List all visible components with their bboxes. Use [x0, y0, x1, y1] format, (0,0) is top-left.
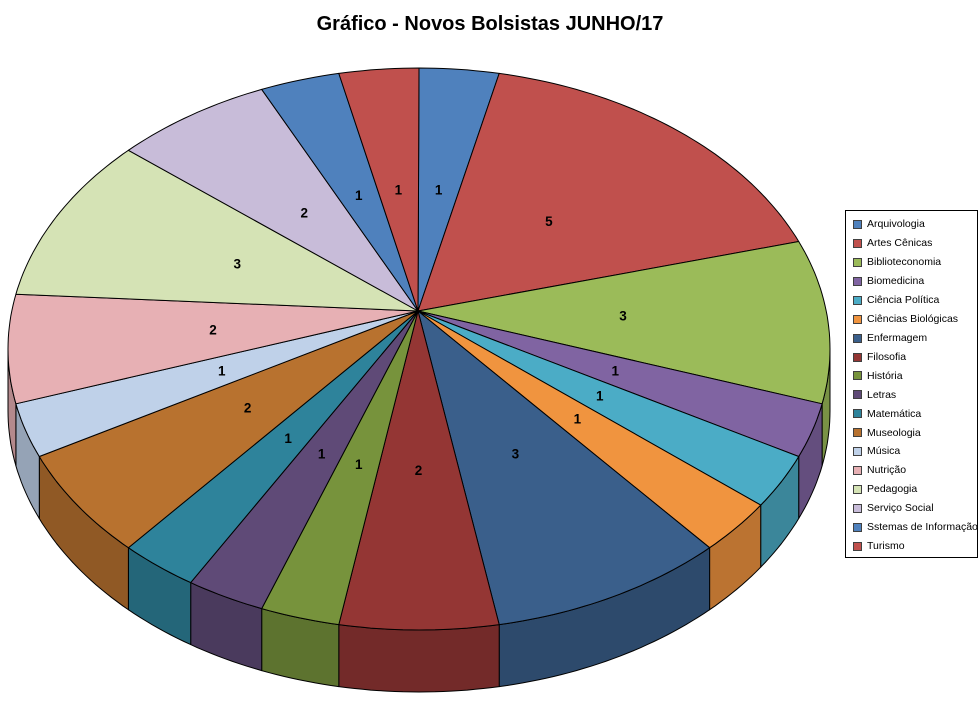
legend-label: Matemática	[867, 407, 922, 420]
legend-swatch-icon	[853, 276, 862, 286]
legend-item-nutricao[interactable]: Nutrição	[846, 461, 977, 480]
legend-label: Biomedicina	[867, 275, 925, 288]
pie-slice-side-filosofia	[338, 624, 500, 693]
legend-item-servico-social[interactable]: Serviço Social	[846, 499, 977, 518]
legend-swatch-icon	[853, 371, 862, 381]
pie-slice-pedagogia[interactable]	[15, 149, 419, 312]
pie-slice-nutricao[interactable]	[7, 293, 419, 405]
slice-value-label-servico-social: 2	[301, 206, 309, 221]
legend-swatch-icon	[853, 485, 862, 495]
legend-item-biblioteconomia[interactable]: Biblioteconomia	[846, 253, 977, 272]
legend-label: Artes Cênicas	[867, 237, 933, 250]
legend-swatch-icon	[853, 409, 862, 419]
legend-swatch-icon	[853, 295, 862, 305]
legend-label: Ciências Biológicas	[867, 312, 959, 325]
slice-value-label-pedagogia: 3	[234, 256, 242, 271]
slice-value-label-ciencia-politica: 1	[596, 389, 604, 404]
pie-slice-turismo[interactable]	[338, 67, 420, 312]
legend-item-biomedicina[interactable]: Biomedicina	[846, 272, 977, 291]
pie-slice-filosofia[interactable]	[338, 310, 500, 631]
pie-slice-biomedicina[interactable]	[417, 310, 823, 457]
legend-swatch-icon	[853, 314, 862, 324]
slice-value-label-letras: 1	[318, 446, 326, 461]
legend-label: Música	[867, 445, 901, 458]
legend-item-museologia[interactable]: Museologia	[846, 423, 977, 442]
legend-item-matematica[interactable]: Matemática	[846, 404, 977, 423]
pie-slice-museologia[interactable]	[38, 310, 419, 549]
slice-value-label-arquivologia: 1	[435, 183, 443, 198]
slice-value-label-enfermagem: 3	[512, 446, 520, 461]
legend-item-arquivologia[interactable]: Arquivologia	[846, 215, 977, 234]
legend-label: Museologia	[867, 426, 921, 439]
legend-item-pedagogia[interactable]: Pedagogia	[846, 480, 977, 499]
slice-value-label-musica: 1	[218, 363, 226, 378]
legend-swatch-icon	[853, 257, 862, 267]
legend-swatch-icon	[853, 219, 862, 229]
pie-slice-ciencia-politica[interactable]	[417, 310, 800, 506]
legend-swatch-icon	[853, 390, 862, 400]
legend-swatch-icon	[853, 352, 862, 362]
legend-swatch-icon	[853, 333, 862, 343]
pie-slice-biblioteconomia[interactable]	[417, 241, 831, 405]
pie-slice-matematica[interactable]	[127, 310, 419, 584]
legend-swatch-icon	[853, 428, 862, 438]
legend-label: História	[867, 369, 903, 382]
legend-item-filosofia[interactable]: Filosofia	[846, 348, 977, 367]
slice-value-label-ciencias-biologicas: 1	[574, 412, 582, 427]
pie-slice-artes-cenicas[interactable]	[417, 72, 800, 312]
legend-label: Biblioteconomia	[867, 256, 942, 269]
slice-value-label-historia: 1	[355, 457, 363, 472]
slice-value-label-matematica: 1	[284, 431, 292, 446]
slice-value-label-sstemas-de-informacao: 1	[355, 188, 363, 203]
legend-swatch-icon	[853, 522, 862, 532]
legend-swatch-icon	[853, 541, 862, 551]
legend-item-enfermagem[interactable]: Enfermagem	[846, 329, 977, 348]
legend-label: Enfermagem	[867, 331, 928, 344]
legend-label: Turismo	[867, 540, 905, 553]
slice-value-label-museologia: 2	[244, 401, 252, 416]
legend-label: Filosofia	[867, 350, 907, 363]
legend-label: Sstemas de Informação	[867, 521, 978, 534]
pie-slice-sstemas-de-informacao[interactable]	[261, 72, 419, 312]
legend-label: Nutrição	[867, 464, 907, 477]
legend-item-turismo[interactable]: Turismo	[846, 537, 977, 556]
legend-item-sstemas-de-informacao[interactable]: Sstemas de Informação	[846, 518, 978, 537]
legend-swatch-icon	[853, 238, 862, 248]
legend-swatch-icon	[853, 447, 862, 457]
legend-item-letras[interactable]: Letras	[846, 385, 977, 404]
slice-value-label-turismo: 1	[395, 183, 403, 198]
legend-item-musica[interactable]: Música	[846, 442, 977, 461]
slice-value-label-filosofia: 2	[415, 463, 423, 478]
pie-slice-ciencias-biologicas[interactable]	[417, 310, 762, 549]
legend-label: Letras	[867, 388, 897, 401]
legend-item-historia[interactable]: História	[846, 367, 977, 386]
legend-label: Serviço Social	[867, 502, 934, 515]
pie-slice-servico-social[interactable]	[127, 88, 419, 312]
legend-swatch-icon	[853, 466, 862, 476]
pie-slice-letras[interactable]	[190, 310, 419, 610]
pie-slice-historia[interactable]	[261, 310, 419, 626]
chart-title: Gráfico - Novos Bolsistas JUNHO/17	[316, 13, 664, 35]
legend-label: Arquivologia	[867, 218, 925, 231]
pie-slice-musica[interactable]	[15, 310, 419, 457]
slice-value-label-nutricao: 2	[209, 323, 217, 338]
legend-item-ciencias-biologicas[interactable]: Ciências Biológicas	[846, 310, 977, 329]
legend-item-ciencia-politica[interactable]: Ciência Política	[846, 291, 977, 310]
slice-value-label-biomedicina: 1	[611, 363, 619, 378]
legend-label: Pedagogia	[867, 483, 918, 496]
legend-label: Ciência Política	[867, 293, 940, 306]
slice-value-label-artes-cenicas: 5	[545, 214, 553, 229]
legend-swatch-icon	[853, 504, 862, 514]
legend: Arquivologia Artes Cênicas Biblioteconomia…	[845, 210, 978, 558]
slice-value-label-biblioteconomia: 3	[619, 309, 627, 324]
pie-slice-enfermagem[interactable]	[417, 310, 711, 626]
legend-item-artes-cenicas[interactable]: Artes Cênicas	[846, 234, 977, 253]
